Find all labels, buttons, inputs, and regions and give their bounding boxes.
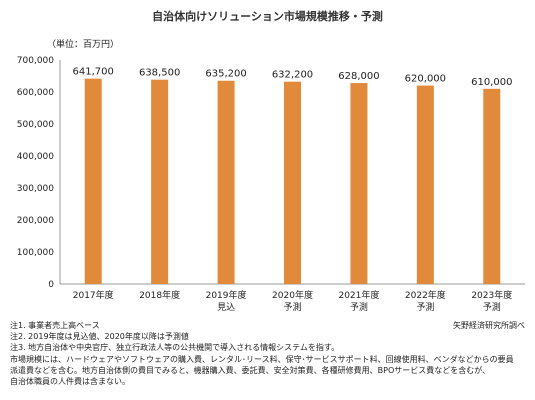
y-tick-label: 600,000 — [17, 88, 54, 98]
data-label: 638,500 — [139, 68, 180, 79]
note-line: 自治体職員の人件費は含まない。 — [10, 377, 130, 387]
bar-chart: 0 100,000 200,000 300,000 400,000 500,000 600,… — [17, 56, 525, 313]
y-tick-label: 300,000 — [17, 184, 54, 194]
x-tick-label: 2023年度 — [471, 289, 512, 301]
bar — [350, 83, 368, 284]
unit-label: （単位：百万円） — [47, 40, 120, 50]
chart-title: 自治体向けソリューション市場規模推移・予測 — [152, 10, 383, 23]
x-tick-label: 2021年度 — [338, 289, 379, 301]
x-tick-label: 2018年度 — [139, 289, 180, 301]
notes: 注1. 事業者売上高ベース 注2. 2019年度は見込値、2020年度以降は予測… — [10, 320, 530, 387]
x-tick-sublabel: 予測 — [483, 301, 501, 313]
note-line: 注1. 事業者売上高ベース — [10, 321, 100, 330]
y-tick-label: 700,000 — [17, 56, 54, 66]
data-label: 620,000 — [405, 74, 446, 85]
bar — [84, 78, 102, 284]
data-label: 610,000 — [471, 77, 512, 88]
x-tick-label: 2020年度 — [272, 289, 313, 301]
y-tick-label: 100,000 — [17, 248, 54, 258]
note-line: 注3. 地方自治体や中央官庁、独立行政法人等の公共機関で導入される情報システムを… — [10, 343, 340, 353]
x-tick-label: 2022年度 — [405, 289, 446, 301]
y-tick-label: 0 — [48, 280, 54, 290]
bar — [416, 85, 434, 284]
bar — [483, 88, 501, 284]
note-line: 注2. 2019年度は見込値、2020年度以降は予測値 — [10, 332, 189, 342]
x-tick-label: 2019年度 — [206, 289, 247, 301]
y-tick-label: 400,000 — [17, 152, 54, 162]
bar — [284, 81, 301, 284]
source-label: 矢野経済研究所調べ — [453, 321, 525, 330]
y-tick-label: 200,000 — [17, 216, 54, 226]
x-tick-sublabel: 予測 — [283, 301, 301, 313]
data-label: 628,000 — [338, 71, 379, 82]
x-tick-sublabel: 見込 — [217, 302, 235, 313]
data-label: 635,200 — [205, 69, 246, 80]
x-tick-sublabel: 予測 — [416, 301, 434, 313]
x-tick-sublabel: 予測 — [350, 301, 368, 313]
x-tick-label: 2017年度 — [73, 289, 114, 301]
data-label: 632,200 — [272, 70, 313, 81]
y-tick-label: 500,000 — [17, 120, 54, 130]
data-label: 641,700 — [73, 67, 114, 78]
bar — [217, 80, 235, 285]
bar — [151, 79, 169, 285]
note-line: 派遣費などを含む。地方自治体側の費目でみると、機器購入費、委託費、安全対策費、各… — [10, 365, 491, 375]
note-line: 市場規模には、ハードウェアやソフトウェアの購入費、レンタル･リース料、保守･サー… — [10, 354, 514, 364]
